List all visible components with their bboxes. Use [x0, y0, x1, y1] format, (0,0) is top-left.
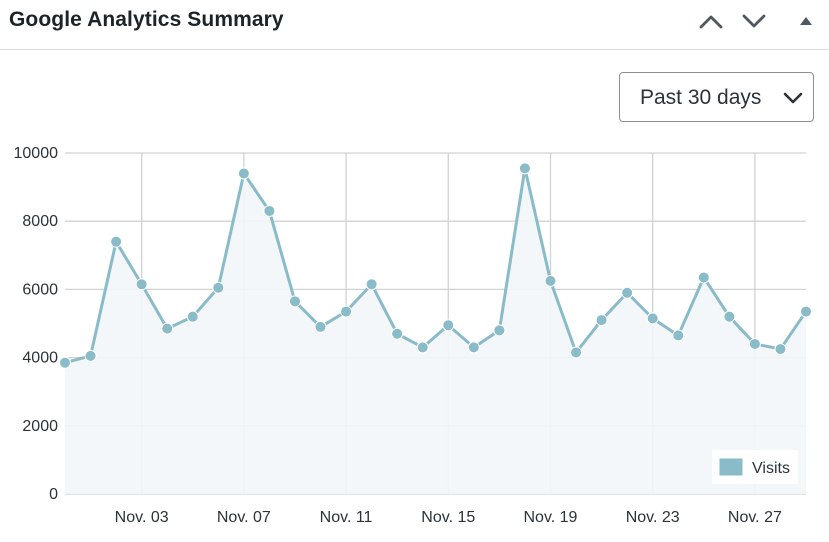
- data-point: [595, 314, 608, 327]
- data-point: [340, 305, 353, 318]
- data-point: [774, 343, 787, 356]
- triangle-up-icon: [800, 17, 812, 25]
- data-point: [467, 341, 480, 354]
- data-point: [646, 312, 659, 325]
- data-point: [84, 349, 97, 362]
- visits-chart: 0 2000 4000 6000 8000 10000 Nov. 03 Nov. 07 Nov.…: [14, 145, 812, 526]
- data-point: [518, 162, 531, 175]
- chevron-down-icon: [742, 14, 766, 28]
- data-point: [186, 310, 199, 323]
- data-point: [314, 320, 327, 333]
- data-point: [237, 167, 250, 180]
- data-point: [800, 305, 812, 318]
- data-point: [212, 281, 225, 294]
- date-range-value: Past 30 days: [640, 86, 762, 109]
- x-tick-label: Nov. 15: [421, 509, 475, 526]
- data-point: [59, 356, 71, 369]
- x-tick-label: Nov. 27: [728, 509, 782, 526]
- legend-label: Visits: [752, 460, 790, 477]
- data-point: [161, 322, 174, 335]
- chevron-up-icon: [699, 15, 723, 29]
- date-range-select[interactable]: Past 30 days: [619, 72, 814, 122]
- data-point: [748, 337, 761, 350]
- y-tick-label: 4000: [22, 350, 58, 367]
- data-point: [697, 271, 710, 284]
- x-tick-label: Nov. 19: [524, 509, 578, 526]
- data-point: [621, 286, 634, 299]
- data-point: [570, 346, 583, 359]
- widget-header: Google Analytics Summary: [0, 0, 829, 50]
- data-point: [263, 204, 276, 217]
- data-point: [672, 329, 685, 342]
- chevron-down-icon: [783, 92, 803, 104]
- move-down-button[interactable]: [737, 6, 771, 36]
- toggle-panel-button[interactable]: [789, 6, 823, 36]
- data-point: [493, 324, 506, 337]
- widget-title: Google Analytics Summary: [9, 8, 284, 31]
- data-point: [288, 295, 301, 308]
- y-tick-label: 2000: [22, 418, 58, 435]
- x-tick-label: Nov. 23: [626, 509, 680, 526]
- data-point: [365, 278, 378, 291]
- data-point: [544, 274, 557, 287]
- visits-area: [65, 168, 806, 494]
- data-point: [442, 319, 455, 332]
- x-tick-label: Nov. 11: [320, 509, 373, 526]
- y-tick-label: 10000: [14, 145, 59, 162]
- legend-swatch: [718, 457, 744, 477]
- data-point: [135, 278, 148, 291]
- data-point: [391, 327, 404, 340]
- x-tick-label: Nov. 03: [115, 509, 169, 526]
- data-point: [723, 310, 736, 323]
- data-point: [110, 235, 123, 248]
- y-tick-label: 8000: [22, 213, 58, 230]
- y-tick-label: 0: [49, 486, 58, 503]
- data-point: [416, 341, 429, 354]
- x-tick-label: Nov. 07: [217, 509, 271, 526]
- move-up-button[interactable]: [694, 6, 728, 36]
- y-tick-label: 6000: [22, 281, 58, 298]
